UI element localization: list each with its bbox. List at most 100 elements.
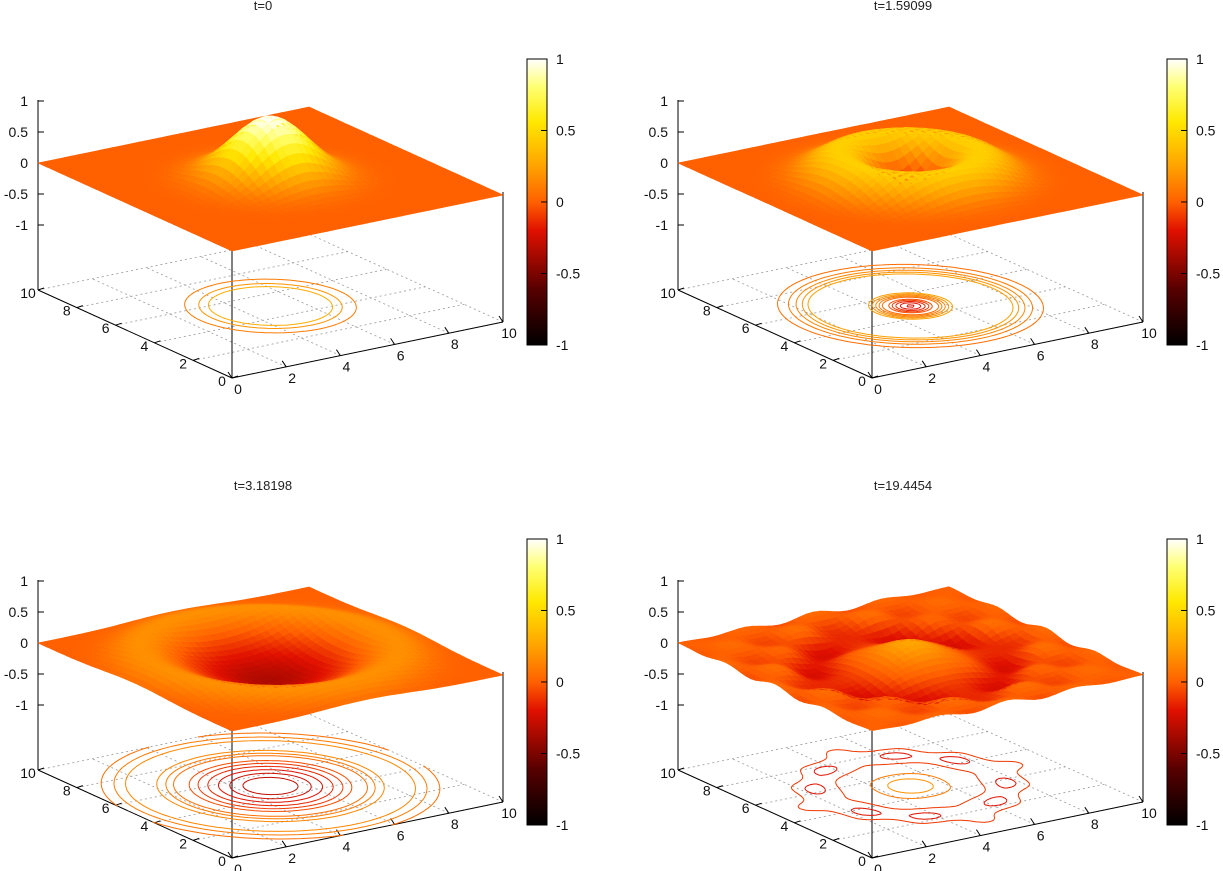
grid-line [254, 724, 449, 814]
grid-line [716, 251, 988, 308]
y-tick-label: 4 [141, 818, 149, 834]
x-tick [444, 326, 450, 334]
colorbar-tick-label: -1 [1196, 337, 1209, 353]
y-tick [231, 375, 239, 379]
z-tick-label: -1 [16, 697, 29, 713]
z-tick-label: -1 [16, 217, 29, 233]
grid-line [200, 736, 395, 825]
grid-line [115, 268, 387, 326]
contour-line [113, 736, 428, 836]
x-tick-label: 2 [288, 370, 296, 386]
grid-line [193, 304, 465, 361]
y-tick-label: 4 [781, 338, 789, 354]
colorbar-tick-label: 0 [556, 194, 564, 210]
x-tick [444, 806, 450, 814]
contour-line [217, 769, 324, 803]
colorbar-tick-label: -0.5 [1196, 266, 1220, 282]
colorbar-tick-label: 0.5 [556, 123, 576, 139]
z-tick-label: 1 [20, 93, 28, 109]
z-tick-label: 0.5 [9, 604, 29, 620]
contour-line [906, 304, 915, 308]
contour-line [207, 765, 334, 807]
contour-line [242, 776, 299, 796]
x-tick-label: 2 [928, 370, 936, 386]
x-tick-label: 10 [501, 325, 517, 341]
contour-line [125, 740, 416, 832]
x-tick-label: 0 [874, 381, 882, 397]
x-tick [227, 371, 233, 379]
x-axis-line [231, 321, 504, 379]
y-tick [37, 287, 45, 291]
grid-line [146, 267, 341, 356]
grid-line [76, 251, 348, 308]
contour-line [807, 273, 1014, 339]
z-tick-label: 0 [660, 155, 668, 171]
contour-line [787, 267, 1034, 345]
grid-line [254, 244, 449, 334]
contour-line [891, 299, 930, 313]
surface [37, 106, 504, 252]
y-tick-label: 0 [218, 853, 226, 869]
chart-title: t=0 [254, 0, 272, 13]
y-tick-label: 10 [20, 765, 36, 781]
x-axis-line [231, 801, 504, 859]
colorbar-tick-label: 0 [1196, 194, 1204, 210]
x-tick-label: 8 [1091, 336, 1099, 352]
contour-line [184, 278, 357, 334]
x-tick [498, 315, 504, 323]
y-tick-label: 6 [102, 320, 110, 336]
x-tick-label: 2 [288, 850, 296, 866]
grid-line [308, 233, 504, 323]
y-tick-label: 2 [179, 355, 187, 371]
y-tick [115, 322, 122, 326]
y-tick [76, 305, 83, 309]
grid-line [894, 244, 1089, 334]
grid-line [200, 256, 395, 345]
x-tick-label: 0 [234, 381, 242, 397]
z-tick-label: -0.5 [644, 186, 668, 202]
y-tick-label: 10 [20, 285, 36, 301]
y-tick-label: 8 [63, 303, 71, 319]
x-tick [390, 338, 396, 345]
x-tick [281, 360, 287, 368]
contour-line [208, 286, 333, 326]
surface [677, 106, 1144, 252]
chart-title: t=1.59099 [874, 0, 932, 13]
x-tick-label: 4 [343, 839, 351, 855]
x-tick [335, 349, 341, 356]
z-tick-label: -0.5 [4, 666, 28, 682]
chart-panel-3: t=3.181980246810024681010.50-0.5-110.50-… [4, 478, 580, 871]
x-tick [1138, 315, 1144, 323]
y-tick [193, 357, 200, 361]
contour-line [777, 263, 1044, 349]
x-tick-label: 0 [234, 861, 242, 871]
z-tick-label: -1 [656, 217, 669, 233]
colorbar-tick-label: 0.5 [1196, 123, 1216, 139]
contour-line [801, 271, 1020, 341]
y-tick-label: 10 [660, 285, 676, 301]
grid-line [154, 286, 426, 344]
x-tick-label: 10 [1141, 325, 1157, 341]
chart-panel-2: t=1.590990246810024681010.50-0.5-110.50-… [644, 0, 1220, 397]
y-tick-label: 2 [819, 355, 827, 371]
contour-line [198, 283, 343, 329]
x-tick [1030, 338, 1036, 345]
x-tick [1084, 326, 1090, 334]
grid-line [833, 304, 1105, 361]
grid-line [146, 747, 341, 836]
z-tick-label: 0.5 [9, 124, 29, 140]
x-tick [498, 795, 504, 803]
z-tick-label: 0 [20, 635, 28, 651]
z-tick-label: 0.5 [649, 124, 669, 140]
x-tick-label: 4 [343, 359, 351, 375]
y-tick-label: 0 [858, 373, 866, 389]
contour-line [899, 302, 922, 310]
colorbar-tick-label: -1 [556, 337, 569, 353]
x-tick-label: 6 [397, 347, 405, 363]
y-tick-label: 8 [703, 303, 711, 319]
chart-title: t=3.18198 [234, 478, 292, 493]
y-tick-label: 6 [742, 320, 750, 336]
x-tick-label: 8 [451, 336, 459, 352]
